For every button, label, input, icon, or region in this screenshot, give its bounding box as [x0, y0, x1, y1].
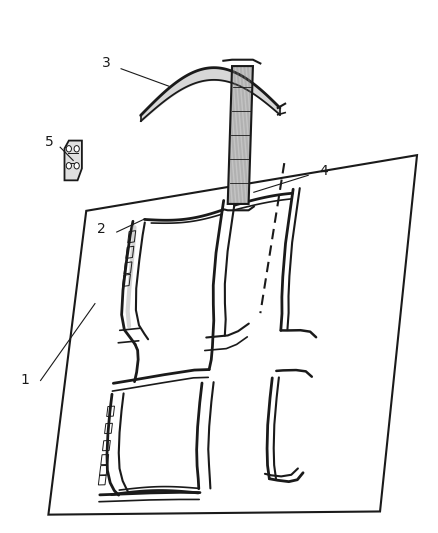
Circle shape — [74, 163, 79, 169]
Text: 3: 3 — [102, 56, 110, 70]
Circle shape — [66, 163, 71, 169]
Text: 5: 5 — [45, 135, 53, 149]
Circle shape — [66, 146, 71, 152]
Polygon shape — [48, 155, 417, 515]
Circle shape — [74, 146, 79, 152]
Text: 4: 4 — [319, 164, 328, 178]
Text: 2: 2 — [97, 222, 106, 236]
Text: 1: 1 — [21, 374, 30, 387]
Polygon shape — [64, 141, 82, 180]
Polygon shape — [228, 66, 253, 204]
